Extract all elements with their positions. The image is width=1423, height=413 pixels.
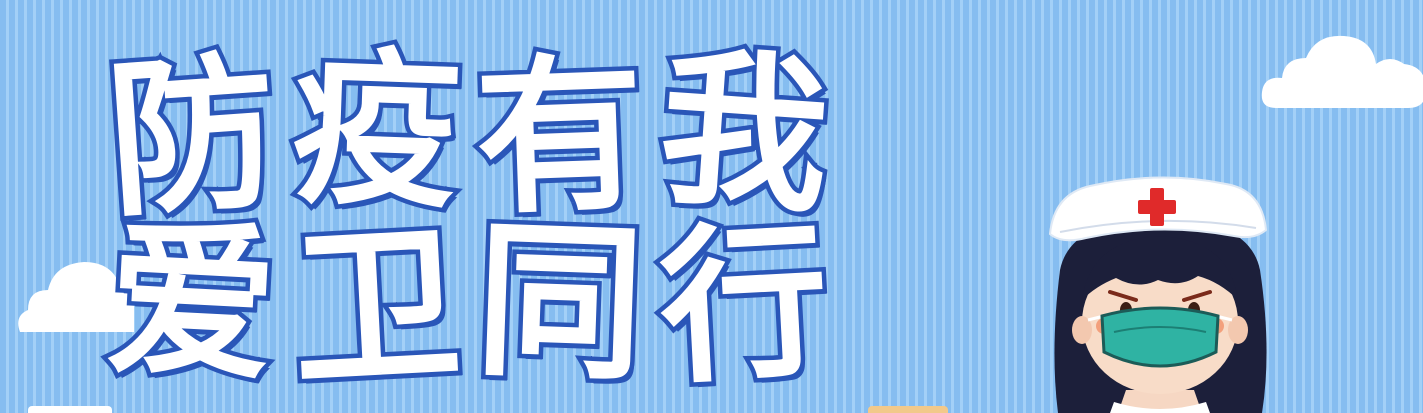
title-char: 疫 xyxy=(284,26,468,237)
title-line-2: 爱 卫 同 行 xyxy=(98,196,880,413)
title-char: 爱 xyxy=(98,196,285,410)
title-char: 有 xyxy=(468,32,652,243)
decorative-shape xyxy=(868,406,948,413)
title-char: 我 xyxy=(649,25,839,241)
cloud-icon xyxy=(1261,35,1423,108)
face-mask-icon xyxy=(1087,306,1233,368)
nurse-illustration xyxy=(1048,176,1268,413)
title-char: 同 xyxy=(468,198,652,409)
decorative-shape xyxy=(28,406,112,413)
cloud-icon xyxy=(18,262,134,332)
title-line-1: 防 疫 有 我 xyxy=(97,25,880,245)
banner-title: 防 疫 有 我 爱 卫 同 行 xyxy=(97,25,880,413)
red-cross-icon xyxy=(1138,188,1176,226)
title-char: 行 xyxy=(651,198,838,412)
title-char: 卫 xyxy=(283,200,470,413)
